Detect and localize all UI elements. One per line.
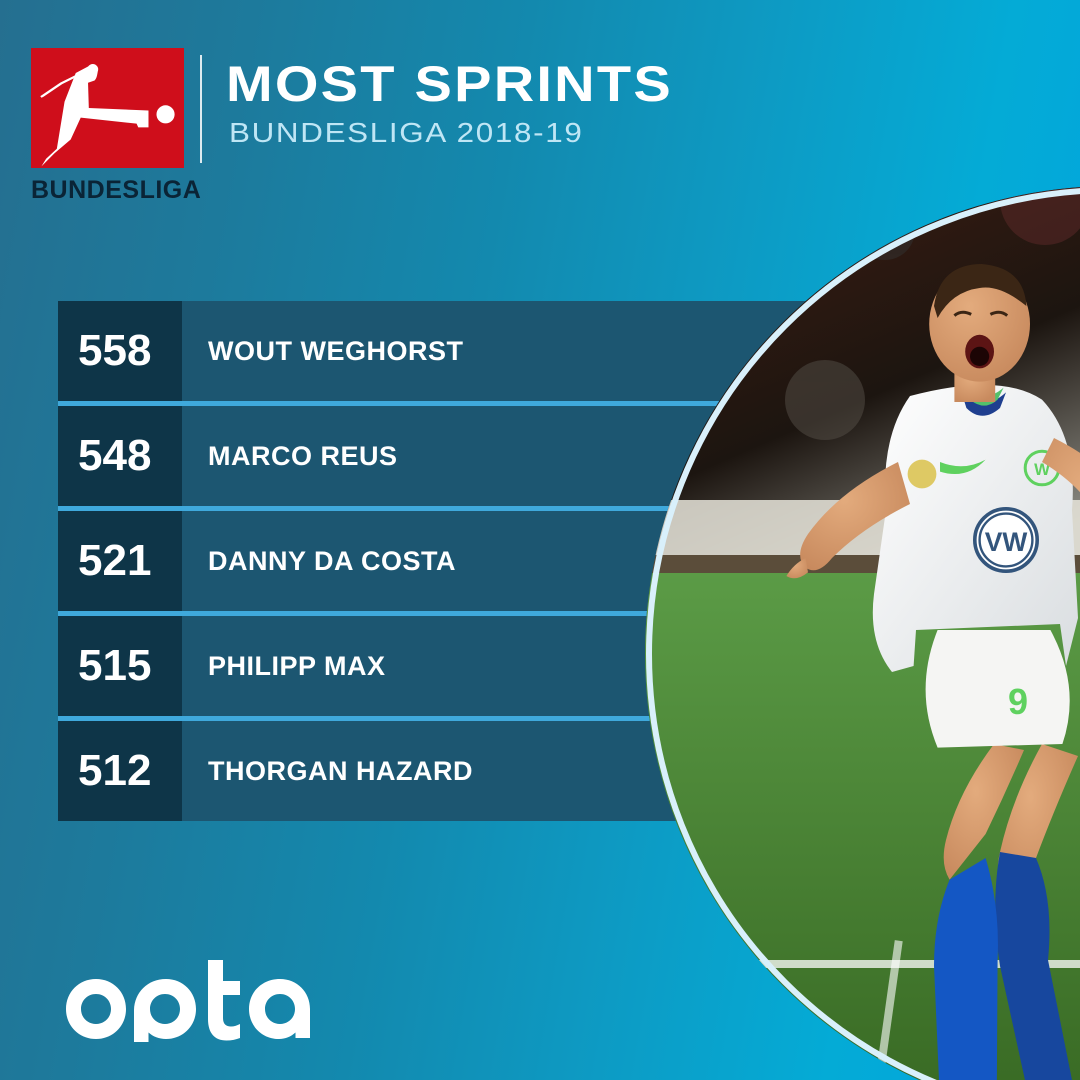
svg-text:VW: VW (985, 527, 1028, 557)
svg-text:9: 9 (1008, 681, 1028, 722)
